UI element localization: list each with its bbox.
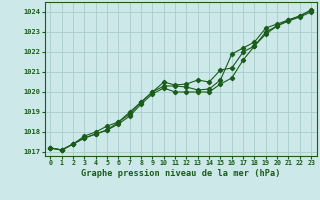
X-axis label: Graphe pression niveau de la mer (hPa): Graphe pression niveau de la mer (hPa) xyxy=(81,169,281,178)
